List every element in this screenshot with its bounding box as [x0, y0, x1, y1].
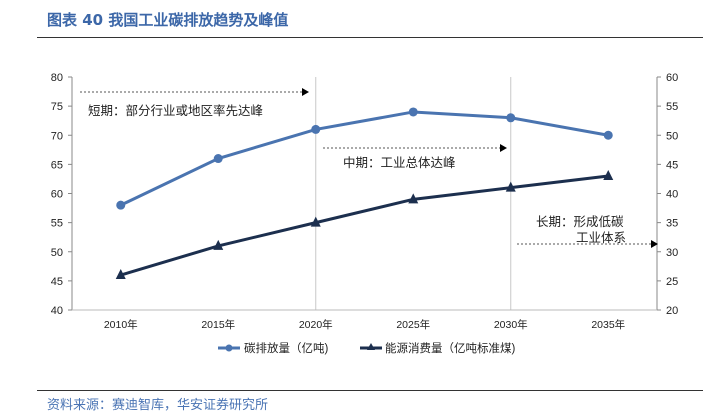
annotation-long-2: 工业体系	[576, 231, 626, 245]
data-point	[408, 107, 418, 117]
data-point	[116, 200, 126, 210]
y-right-tick-label: 40	[666, 189, 678, 201]
bottom-divider	[37, 390, 703, 391]
series-line-0	[120, 110, 609, 207]
data-point	[603, 130, 613, 140]
y-right-tick-label: 25	[666, 276, 678, 288]
arrow-head-icon	[500, 144, 507, 152]
y-right-tick-label: 60	[666, 72, 678, 84]
data-point	[115, 269, 126, 280]
data-point	[213, 239, 224, 250]
top-divider	[37, 37, 703, 38]
x-tick-label: 2035年	[591, 318, 625, 331]
x-tick-label: 2025年	[396, 318, 430, 331]
y-left-tick-label: 40	[51, 305, 63, 317]
data-point	[506, 113, 516, 123]
y-right-tick-label: 50	[666, 130, 678, 142]
y-left-tick-label: 65	[51, 159, 63, 171]
x-tick-label: 2010年	[104, 318, 138, 331]
x-tick-label: 2020年	[299, 318, 333, 331]
y-left-tick-label: 80	[51, 72, 63, 84]
y-left-tick-label: 50	[51, 247, 63, 259]
y-left-tick-label: 75	[51, 101, 63, 113]
data-point	[311, 124, 321, 134]
y-right-tick-label: 45	[666, 159, 678, 171]
legend: 碳排放量（亿吨) 能源消费量（亿吨标准煤)	[218, 341, 515, 355]
y-left-tick-label: 60	[51, 189, 63, 201]
data-point	[310, 216, 321, 227]
data-point	[603, 170, 614, 181]
figure-title: 图表 40 我国工业碳排放趋势及峰值	[47, 11, 289, 29]
annotation-short: 短期：部分行业或地区率先达峰	[88, 103, 264, 118]
y-left-tick-label: 70	[51, 130, 63, 142]
data-point	[408, 193, 419, 204]
annotations: 短期：部分行业或地区率先达峰 中期：工业总体达峰 长期：形成低碳 工业体系	[80, 88, 658, 248]
y-right-tick-label: 35	[666, 218, 678, 230]
annotation-long: 长期：形成低碳	[536, 215, 624, 229]
y-left-tick-label: 55	[51, 218, 63, 230]
legend-energy: 能源消费量（亿吨标准煤)	[385, 341, 515, 355]
series-line-1	[120, 174, 609, 277]
arrow-head-icon	[651, 240, 658, 248]
y-right-tick-label: 20	[666, 305, 678, 317]
y-right-tick-label: 55	[666, 101, 678, 113]
legend-circle-icon	[225, 344, 233, 352]
source-note: 资料来源：赛迪智库，华安证券研究所	[47, 398, 269, 412]
y-left-tick-label: 45	[51, 276, 63, 288]
x-tick-label: 2015年	[201, 318, 235, 331]
annotation-mid: 中期：工业总体达峰	[343, 155, 456, 170]
legend-triangle-icon	[367, 343, 375, 350]
x-tick-label: 2030年	[494, 318, 528, 331]
arrow-head-icon	[302, 88, 309, 96]
data-point	[213, 154, 223, 164]
y-right-tick-label: 30	[666, 247, 678, 259]
legend-emissions: 碳排放量（亿吨)	[244, 341, 328, 355]
data-point	[505, 181, 516, 192]
